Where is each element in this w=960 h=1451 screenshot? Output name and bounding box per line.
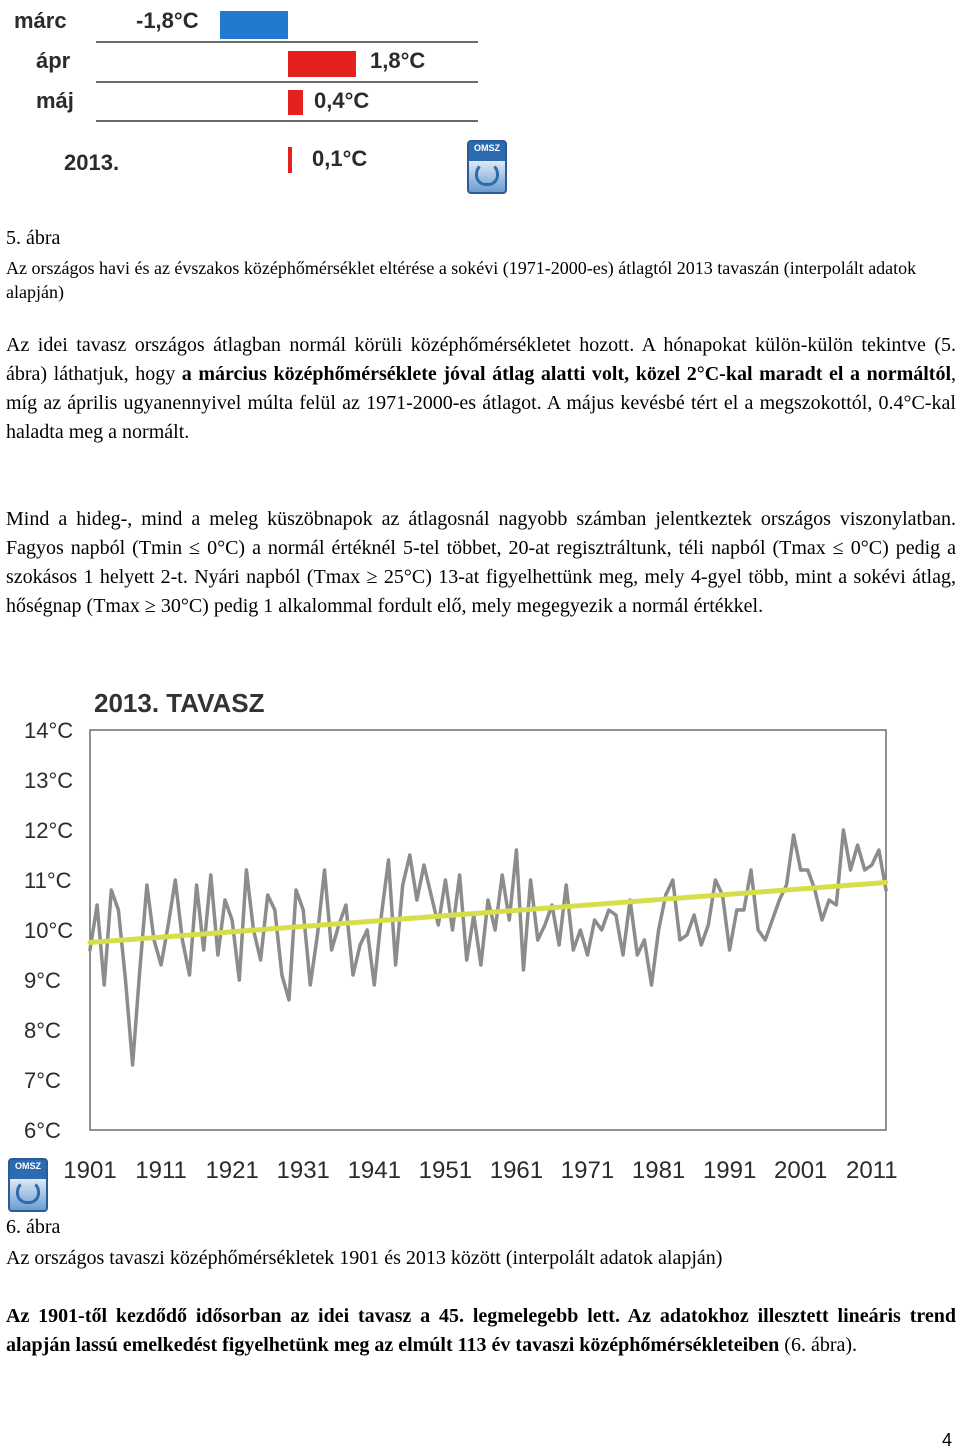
paragraph-1-emphasis: a március középhőmérséklete jóval átlag …: [181, 363, 952, 385]
value-label-may: 0,4°C: [314, 88, 370, 113]
figure-6-number: 6. ábra: [6, 1216, 61, 1238]
x-tick-label: 1921: [205, 1157, 258, 1184]
y-tick-label: 9°C: [24, 968, 61, 993]
figure-6-caption: Az országos tavaszi középhőmérsékletek 1…: [6, 1247, 723, 1269]
x-tick-label: 1961: [490, 1157, 543, 1184]
bar-season: [288, 147, 292, 173]
value-label-april: 1,8°C: [370, 48, 426, 73]
figure-5-caption: Az országos havi és az évszakos középhőm…: [6, 258, 917, 302]
y-tick-label: 13°C: [24, 768, 73, 793]
omsz-logo-icon: OMSZ: [8, 1158, 48, 1212]
x-tick-label: 1931: [277, 1157, 330, 1184]
paragraph-1-text-b: , míg az április ugyanennyivel múlta fel…: [6, 363, 957, 443]
y-tick-label: 12°C: [24, 818, 73, 843]
y-tick-label: 11°C: [24, 868, 72, 893]
row-label-season: 2013.: [64, 150, 120, 175]
x-tick-label: 1951: [419, 1157, 472, 1184]
paragraph-1-text-a: Az idei tavasz országos átlagban normál …: [6, 334, 956, 385]
divider: [96, 120, 478, 122]
y-tick-label: 10°C: [24, 918, 73, 943]
value-label-season: 0,1°C: [312, 146, 368, 171]
paragraph-3: Az 1901-től kezdődő idősorban az idei ta…: [6, 1302, 956, 1360]
divider: [96, 41, 478, 43]
x-tick-label: 2001: [774, 1157, 827, 1184]
series-line-trend: [87, 880, 889, 945]
paragraph-3-text: (6. ábra).: [779, 1334, 858, 1356]
bar-march: [219, 11, 288, 39]
chart-title: 2013. TAVASZ: [94, 688, 265, 718]
y-tick-label: 8°C: [24, 1018, 61, 1043]
omsz-logo-icon: OMSZ: [467, 140, 507, 194]
x-tick-label: 2011: [846, 1157, 898, 1184]
x-tick-label: 1981: [632, 1157, 685, 1184]
figure-5-number: 5. ábra: [6, 227, 61, 249]
paragraph-3-emphasis: Az 1901-től kezdődő idősorban az idei ta…: [6, 1305, 956, 1356]
figure-6-line-chart: 2013. TAVASZ 14°C 13°C 12°C 11°C 10°C 9°C 8°C 7…: [0, 680, 910, 1220]
x-tick-label: 1901: [63, 1157, 116, 1184]
plot-frame: [89, 729, 887, 1131]
bar-april: [288, 51, 357, 77]
bar-may: [288, 90, 304, 115]
page-number: 4: [942, 1430, 953, 1450]
row-label-march: márc: [14, 8, 67, 33]
divider: [96, 81, 478, 83]
y-tick-label: 7°C: [24, 1068, 61, 1093]
y-tick-label: 6°C: [24, 1118, 61, 1143]
x-tick-label: 1991: [703, 1157, 756, 1184]
figure-5-bar-chart: márc -1,8°C ápr 1,8°C máj 0,4°C 2013. 0,…: [0, 0, 520, 205]
x-tick-label: 1971: [561, 1157, 614, 1184]
x-tick-label: 1941: [348, 1157, 401, 1184]
y-tick-label: 14°C: [24, 718, 73, 743]
paragraph-2: Mind a hideg-, mind a meleg küszöbnapok …: [6, 508, 956, 617]
row-label-may: máj: [36, 88, 74, 113]
paragraph-1: Az idei tavasz országos átlagban normál …: [6, 331, 956, 447]
row-label-april: ápr: [36, 48, 71, 73]
value-label-march: -1,8°C: [136, 8, 199, 33]
x-tick-label: 1911: [135, 1157, 187, 1184]
